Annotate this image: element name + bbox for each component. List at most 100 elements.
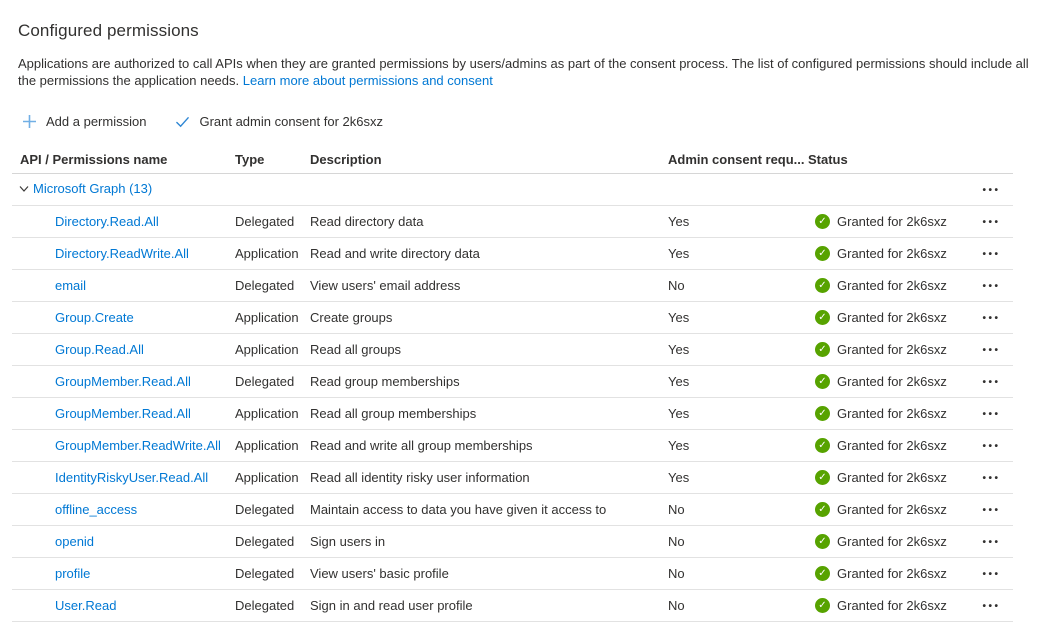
row-more-options-button[interactable]: ••• (976, 248, 1006, 262)
grant-admin-consent-label: Grant admin consent for 2k6sxz (199, 114, 383, 129)
permission-name-link[interactable]: profile (55, 566, 91, 581)
row-more-options-button[interactable]: ••• (976, 600, 1006, 614)
permission-name-link[interactable]: Group.Create (55, 310, 134, 325)
row-more-options-button[interactable]: ••• (976, 504, 1006, 518)
column-header-admin-consent[interactable]: Admin consent requ... (668, 151, 805, 167)
permission-name-link[interactable]: IdentityRiskyUser.Read.All (55, 470, 209, 485)
permission-description: View users' basic profile (310, 566, 449, 581)
more-options-icon: ••• (982, 185, 1001, 196)
admin-consent-value: No (668, 566, 685, 581)
api-group-toggle[interactable]: Microsoft Graph (13) (18, 181, 152, 196)
table-header: API / Permissions name Type Description … (12, 145, 1013, 174)
page-title: Configured permissions (18, 21, 199, 40)
admin-consent-value: No (668, 598, 685, 613)
check-icon (175, 114, 190, 129)
permission-type: Application (235, 470, 299, 485)
column-header-api-name[interactable]: API / Permissions name (20, 151, 168, 167)
row-more-options-button[interactable]: ••• (976, 536, 1006, 550)
row-more-options-button[interactable]: ••• (976, 312, 1006, 326)
row-more-options-button[interactable]: ••• (976, 376, 1006, 390)
add-permission-button[interactable]: Add a permission (18, 112, 150, 131)
admin-consent-value: Yes (668, 406, 690, 421)
row-more-options-button[interactable]: ••• (976, 472, 1006, 486)
status-label: Granted for 2k6sxz (837, 246, 947, 261)
table-row: GroupMember.ReadWrite.All Application Re… (12, 430, 1013, 462)
granted-check-icon: ✓ (815, 566, 830, 581)
admin-consent-value: Yes (668, 470, 690, 485)
row-more-options-button[interactable]: ••• (976, 344, 1006, 358)
status-badge: ✓ Granted for 2k6sxz (808, 566, 970, 581)
table-row: GroupMember.Read.All Delegated Read grou… (12, 366, 1013, 398)
status-badge: ✓ Granted for 2k6sxz (808, 246, 970, 261)
row-more-options-button[interactable]: ••• (976, 568, 1006, 582)
more-options-icon: ••• (982, 569, 1001, 580)
permission-type: Application (235, 406, 299, 421)
api-group-row: Microsoft Graph (13) ••• (12, 174, 1013, 206)
status-badge: ✓ Granted for 2k6sxz (808, 470, 970, 485)
more-options-icon: ••• (982, 281, 1001, 292)
granted-check-icon: ✓ (815, 214, 830, 229)
status-badge: ✓ Granted for 2k6sxz (808, 438, 970, 453)
status-badge: ✓ Granted for 2k6sxz (808, 310, 970, 325)
permission-name-link[interactable]: GroupMember.Read.All (55, 374, 191, 389)
status-badge: ✓ Granted for 2k6sxz (808, 342, 970, 357)
permission-description: Create groups (310, 310, 393, 325)
permission-name-link[interactable]: offline_access (55, 502, 138, 517)
permission-name-link[interactable]: email (55, 278, 87, 293)
status-label: Granted for 2k6sxz (837, 278, 947, 293)
row-more-options-button[interactable]: ••• (976, 280, 1006, 294)
status-label: Granted for 2k6sxz (837, 342, 947, 357)
permission-name-link[interactable]: Group.Read.All (55, 342, 144, 357)
permission-name-link[interactable]: openid (55, 534, 95, 549)
permission-type: Delegated (235, 502, 295, 517)
learn-more-link[interactable]: Learn more about permissions and consent (242, 73, 493, 88)
table-row: GroupMember.Read.All Application Read al… (12, 398, 1013, 430)
table-body: Directory.Read.All Delegated Read direct… (12, 206, 1013, 622)
more-options-icon: ••• (982, 537, 1001, 548)
status-badge: ✓ Granted for 2k6sxz (808, 406, 970, 421)
permission-description: Read group memberships (310, 374, 460, 389)
permission-description: Sign users in (310, 534, 386, 549)
granted-check-icon: ✓ (815, 406, 830, 421)
row-more-options-button[interactable]: ••• (976, 440, 1006, 454)
permission-type: Delegated (235, 278, 295, 293)
permission-name-link[interactable]: GroupMember.ReadWrite.All (55, 438, 221, 453)
more-options-icon: ••• (982, 249, 1001, 260)
permission-description: Maintain access to data you have given i… (310, 502, 607, 517)
permission-name-link[interactable]: Directory.Read.All (55, 214, 159, 229)
granted-check-icon: ✓ (815, 470, 830, 485)
permission-description: Read all group memberships (310, 406, 477, 421)
granted-check-icon: ✓ (815, 374, 830, 389)
row-more-options-button[interactable]: ••• (976, 408, 1006, 422)
permission-name-link[interactable]: GroupMember.Read.All (55, 406, 191, 421)
permission-name-link[interactable]: User.Read (55, 598, 117, 613)
admin-consent-value: No (668, 502, 685, 517)
permission-type: Application (235, 246, 299, 261)
group-more-options-button[interactable]: ••• (976, 184, 1006, 198)
plus-icon (22, 114, 37, 129)
column-header-status[interactable]: Status (808, 151, 848, 167)
column-header-description[interactable]: Description (310, 151, 382, 167)
permission-type: Application (235, 438, 299, 453)
grant-admin-consent-button[interactable]: Grant admin consent for 2k6sxz (171, 112, 387, 131)
permission-type: Delegated (235, 374, 295, 389)
status-label: Granted for 2k6sxz (837, 502, 947, 517)
status-label: Granted for 2k6sxz (837, 374, 947, 389)
admin-consent-value: Yes (668, 246, 690, 261)
status-label: Granted for 2k6sxz (837, 214, 947, 229)
column-header-type[interactable]: Type (235, 151, 265, 167)
table-row: openid Delegated Sign users in No ✓ Gran… (12, 526, 1013, 558)
granted-check-icon: ✓ (815, 310, 830, 325)
table-row: Directory.ReadWrite.All Application Read… (12, 238, 1013, 270)
table-row: Group.Create Application Create groups Y… (12, 302, 1013, 334)
more-options-icon: ••• (982, 505, 1001, 516)
page-description-text: Applications are authorized to call APIs… (18, 56, 1029, 88)
row-more-options-button[interactable]: ••• (976, 216, 1006, 230)
status-label: Granted for 2k6sxz (837, 310, 947, 325)
more-options-icon: ••• (982, 473, 1001, 484)
permission-name-link[interactable]: Directory.ReadWrite.All (55, 246, 189, 261)
admin-consent-value: Yes (668, 374, 690, 389)
permission-description: Read and write directory data (310, 246, 480, 261)
permission-type: Application (235, 310, 299, 325)
